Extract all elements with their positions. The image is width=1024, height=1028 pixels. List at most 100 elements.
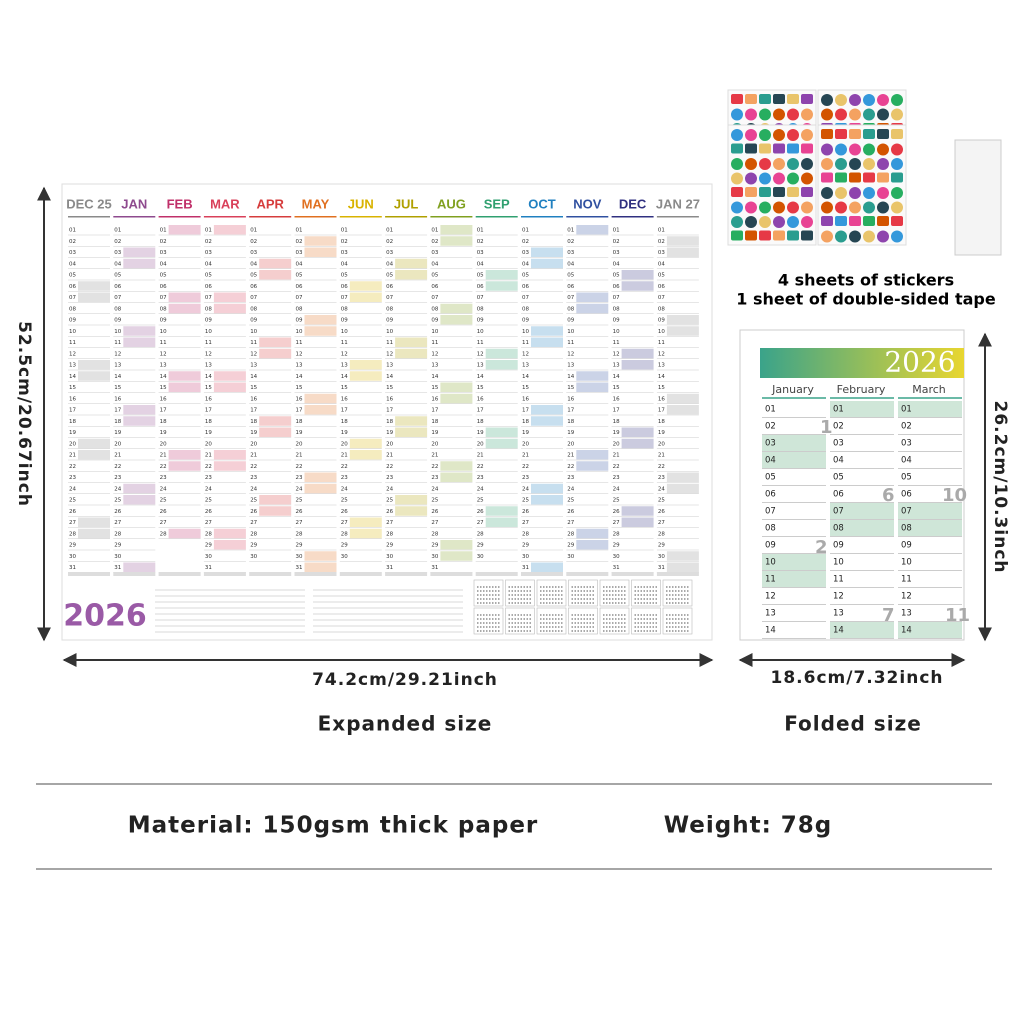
sticker [801, 94, 813, 104]
weekend-cell [898, 520, 962, 536]
month-foot [475, 572, 518, 576]
day-label: 18 [250, 419, 257, 425]
day-label: 02 [114, 239, 121, 245]
sticker [835, 201, 847, 214]
folded-grid: January0102030405060708091011121314Febru… [762, 383, 962, 639]
weekend-cell [395, 258, 428, 269]
folded-day: 07 [901, 507, 912, 517]
weekend-cell [395, 416, 428, 426]
day-label: 22 [522, 464, 529, 470]
folded-day: 07 [765, 507, 776, 517]
day-label: 07 [658, 295, 665, 301]
day-label: 23 [114, 475, 121, 481]
day-label: 28 [386, 531, 393, 537]
folded-day: 02 [833, 422, 844, 432]
sticker [759, 216, 771, 228]
day-label: 10 [205, 329, 212, 335]
day-label: 03 [205, 250, 212, 256]
day-label: 13 [431, 363, 438, 369]
day-label: 11 [69, 340, 76, 346]
weekend-cell [168, 292, 201, 302]
month-underline [68, 216, 110, 218]
sticker [731, 108, 743, 121]
day-label: 19 [69, 430, 76, 436]
day-label: 05 [477, 273, 484, 279]
day-label: 01 [296, 228, 303, 234]
day-label: 21 [341, 453, 348, 459]
day-label: 25 [296, 498, 303, 504]
day-label: 05 [114, 273, 121, 279]
day-label: 07 [250, 295, 257, 301]
day-label: 07 [567, 295, 574, 301]
day-label: 03 [160, 250, 167, 256]
mini-month [473, 607, 504, 635]
sticker [835, 158, 847, 170]
day-label: 28 [114, 531, 121, 537]
sticker [759, 143, 771, 154]
sticker [849, 201, 861, 214]
day-label: 17 [477, 408, 484, 414]
sticker [759, 230, 771, 241]
day-label: 11 [522, 340, 529, 346]
day-label: 04 [160, 261, 167, 267]
folded-day: 10 [765, 558, 776, 568]
day-label: 19 [613, 430, 620, 436]
day-label: 13 [613, 363, 620, 369]
sticker [821, 187, 833, 199]
weekend-cell [304, 472, 337, 482]
sticker [877, 94, 889, 106]
sticker-sheets [727, 89, 988, 246]
day-label: 26 [114, 509, 121, 515]
sticker [821, 172, 833, 183]
sticker [849, 216, 861, 226]
weekend-cell [213, 528, 246, 539]
day-label: 17 [386, 408, 393, 414]
day-label: 19 [296, 430, 303, 436]
day-label: 17 [250, 408, 257, 414]
day-label: 28 [567, 531, 574, 537]
day-label: 29 [386, 543, 393, 549]
weekend-cell [168, 303, 201, 314]
day-label: 15 [658, 385, 665, 391]
day-label: 04 [341, 261, 348, 267]
day-label: 11 [431, 340, 438, 346]
day-label: 11 [567, 340, 574, 346]
day-label: 24 [114, 486, 121, 492]
day-label: 21 [114, 453, 121, 459]
day-label: 14 [250, 374, 257, 380]
day-label: 02 [613, 239, 620, 245]
week-number: 2 [815, 537, 828, 558]
month-underline [249, 216, 292, 218]
day-label: 13 [386, 363, 393, 369]
month-underline [521, 216, 563, 218]
weekend-cell [621, 348, 654, 359]
sticker [877, 172, 889, 183]
weekend-cell [349, 292, 382, 302]
day-label: 01 [341, 228, 348, 234]
sticker [835, 129, 847, 139]
day-label: 16 [431, 396, 438, 402]
folded-day: 02 [765, 422, 776, 432]
folded-day: 13 [901, 609, 912, 619]
day-label: 19 [160, 430, 167, 436]
sticker [863, 129, 875, 139]
day-label: 07 [341, 295, 348, 301]
day-label: 15 [477, 385, 484, 391]
day-label: 24 [613, 486, 620, 492]
day-label: 25 [477, 498, 484, 504]
day-label: 11 [386, 340, 393, 346]
weekend-cell [123, 326, 156, 336]
weekend-cell [259, 270, 292, 280]
month-underline [294, 216, 337, 218]
day-label: 20 [160, 441, 167, 447]
day-label: 13 [522, 363, 529, 369]
day-label: 01 [658, 228, 665, 234]
day-label: 22 [250, 464, 257, 470]
folded-day: 02 [901, 422, 912, 432]
day-label: 12 [658, 351, 665, 357]
folded-day: 06 [901, 490, 912, 500]
day-label: 09 [613, 318, 620, 324]
day-label: 17 [341, 408, 348, 414]
folded-day: 01 [901, 405, 912, 415]
sticker [821, 216, 833, 226]
